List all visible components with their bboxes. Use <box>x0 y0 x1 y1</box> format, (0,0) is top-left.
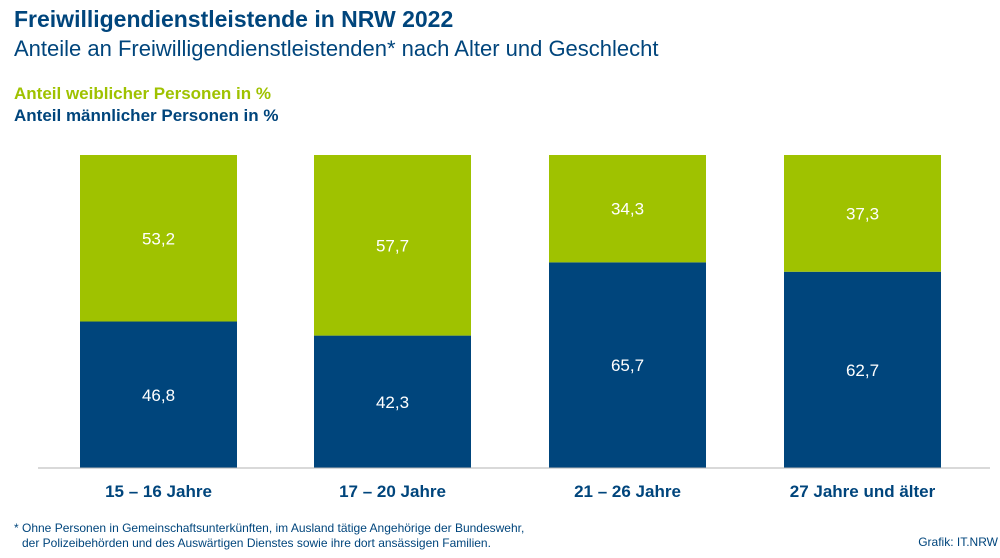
data-label-female-4: 37,3 <box>846 204 879 223</box>
chart-title: Freiwilligendienstleistende in NRW 2022 <box>14 6 454 32</box>
x-tick-label-4: 27 Jahre und älter <box>790 482 936 501</box>
source-credit: Grafik: IT.NRW <box>918 535 998 549</box>
bar-male-2 <box>314 335 471 468</box>
x-tick-label-1: 15 – 16 Jahre <box>105 482 212 501</box>
bar-female-2 <box>314 155 471 336</box>
chart-subtitle: Anteile an Freiwilligendienstleistenden*… <box>14 36 659 61</box>
legend-male: Anteil männlicher Personen in % <box>14 106 279 125</box>
data-label-male-3: 65,7 <box>611 356 644 375</box>
bar-male-4 <box>784 271 941 468</box>
data-label-female-2: 57,7 <box>376 236 409 255</box>
data-label-male-1: 46,8 <box>142 386 175 405</box>
legend-female: Anteil weiblicher Personen in % <box>14 84 271 103</box>
footnote: * Ohne Personen in Gemeinschaftsunterkün… <box>14 521 524 551</box>
bar-male-1 <box>80 321 237 468</box>
bar-male-3 <box>549 262 706 468</box>
data-label-female-3: 34,3 <box>611 200 644 219</box>
data-label-male-4: 62,7 <box>846 361 879 380</box>
x-tick-label-3: 21 – 26 Jahre <box>574 482 681 501</box>
x-tick-label-2: 17 – 20 Jahre <box>339 482 446 501</box>
bar-female-1 <box>80 155 237 322</box>
data-label-male-2: 42,3 <box>376 393 409 412</box>
footnote-line-1: * Ohne Personen in Gemeinschaftsunterkün… <box>14 521 525 535</box>
bar-female-4 <box>784 155 941 272</box>
footnote-line-2: der Polizeibehörden und des Auswärtigen … <box>22 536 491 550</box>
bar-female-3 <box>549 155 706 263</box>
data-label-female-1: 53,2 <box>142 229 175 248</box>
stacked-bar-chart: 46,8 53,2 15 – 16 Jahre 42,3 57,7 17 – 20 Jah… <box>38 155 990 501</box>
